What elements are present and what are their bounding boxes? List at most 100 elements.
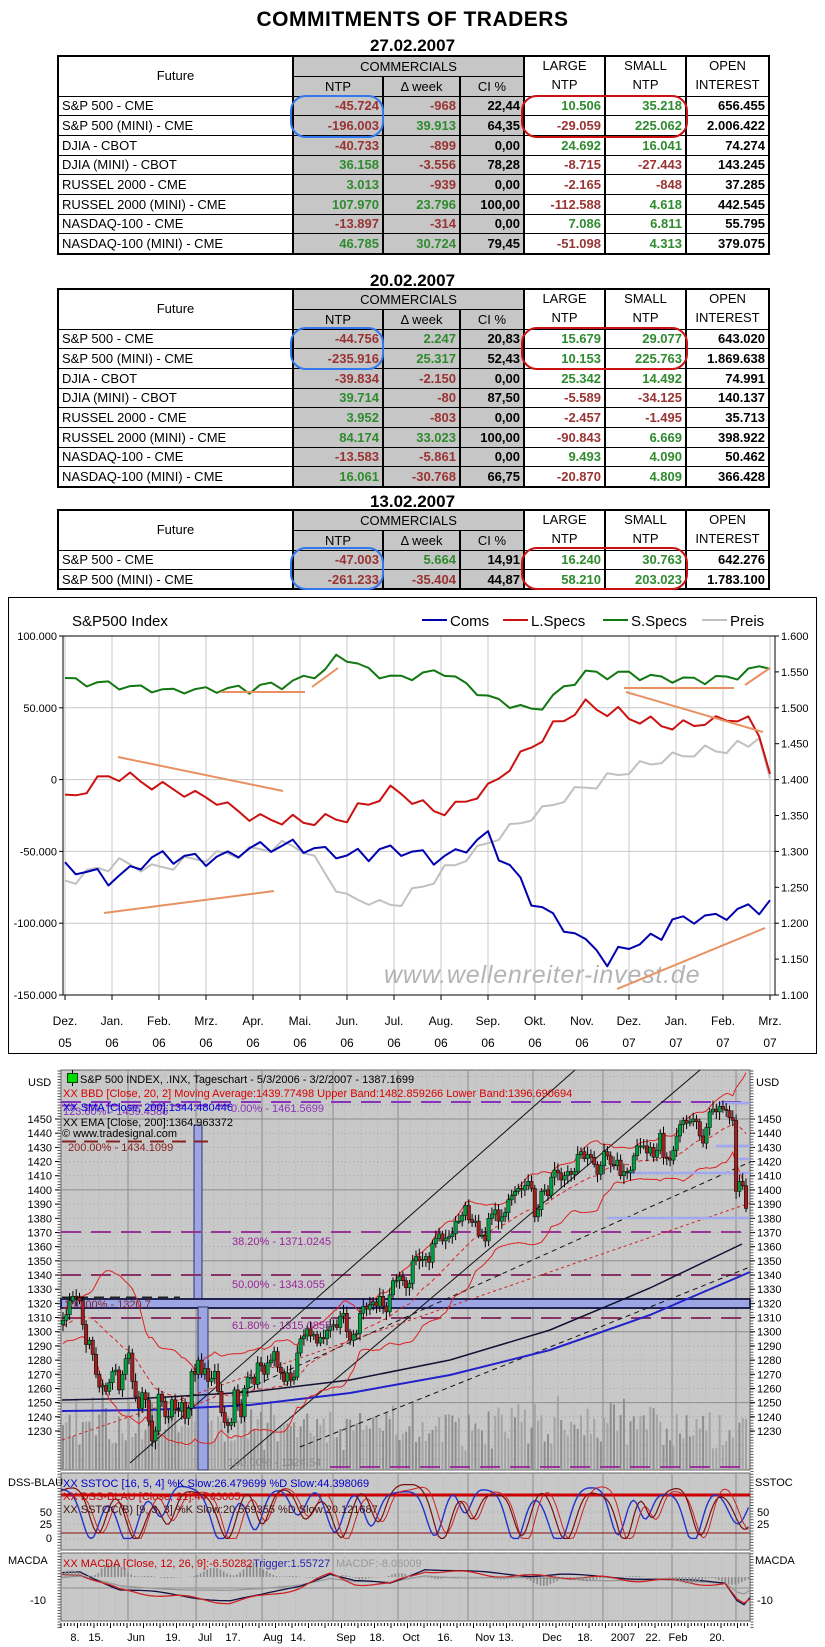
svg-text:1330: 1330: [28, 1284, 52, 1296]
svg-text:Feb.: Feb.: [711, 1014, 735, 1028]
svg-text:1.400: 1.400: [781, 775, 809, 787]
svg-text:Jan.: Jan.: [665, 1014, 688, 1028]
svg-text:Jul: Jul: [198, 1632, 212, 1644]
svg-text:Jun: Jun: [127, 1632, 145, 1644]
svg-text:1.300: 1.300: [781, 846, 809, 858]
svg-text:1450: 1450: [28, 1114, 52, 1126]
svg-text:Jul.: Jul.: [385, 1014, 404, 1028]
svg-text:1280: 1280: [757, 1355, 781, 1367]
svg-text:Feb: Feb: [669, 1632, 688, 1644]
svg-text:100.00% - 1320.7: 100.00% - 1320.7: [64, 1299, 151, 1311]
svg-text:XX SSTOC(B) [9, 3, 3] %K Slow:: XX SSTOC(B) [9, 3, 3] %K Slow:20.569355 …: [63, 1504, 378, 1516]
svg-text:18.: 18.: [369, 1632, 384, 1644]
svg-text:1280: 1280: [28, 1355, 52, 1367]
svg-text:Mai.: Mai.: [289, 1014, 312, 1028]
svg-text:Sep.: Sep.: [476, 1014, 501, 1028]
svg-text:1430: 1430: [757, 1142, 781, 1154]
svg-text:50.00% - 1343.055: 50.00% - 1343.055: [232, 1279, 325, 1291]
svg-text:-10: -10: [757, 1595, 773, 1607]
svg-text:XX SMA [Close, 200]:1344.48044: XX SMA [Close, 200]:1344.480446: [63, 1102, 233, 1114]
svg-text:Oct: Oct: [402, 1632, 419, 1644]
svg-text:Feb.: Feb.: [147, 1014, 171, 1028]
svg-text:Dec: Dec: [542, 1632, 562, 1644]
svg-text:1360: 1360: [757, 1242, 781, 1254]
svg-text:1320: 1320: [28, 1298, 52, 1310]
svg-text:0: 0: [46, 1533, 52, 1545]
svg-text:XX EMA [Close, 200]:1364.96337: XX EMA [Close, 200]:1364.963372: [63, 1117, 233, 1129]
svg-text:Jun.: Jun.: [336, 1014, 359, 1028]
svg-text:1250: 1250: [757, 1398, 781, 1410]
svg-text:06: 06: [340, 1036, 354, 1050]
svg-text:1340: 1340: [757, 1270, 781, 1282]
svg-text:1360: 1360: [28, 1242, 52, 1254]
svg-text:1.350: 1.350: [781, 811, 809, 823]
svg-text:06: 06: [481, 1036, 495, 1050]
svg-text:1.600: 1.600: [781, 631, 809, 643]
svg-text:06: 06: [434, 1036, 448, 1050]
svg-text:1230: 1230: [757, 1426, 781, 1438]
svg-text:1390: 1390: [28, 1199, 52, 1211]
svg-text:Nov.: Nov.: [570, 1014, 594, 1028]
svg-text:L.Specs: L.Specs: [531, 613, 585, 630]
svg-text:1350: 1350: [28, 1256, 52, 1268]
svg-text:06: 06: [387, 1036, 401, 1050]
svg-text:16.: 16.: [437, 1632, 452, 1644]
svg-text:Aug.: Aug.: [429, 1014, 454, 1028]
svg-text:1340: 1340: [28, 1270, 52, 1282]
svg-text:1310: 1310: [757, 1313, 781, 1325]
svg-text:13.: 13.: [498, 1632, 513, 1644]
svg-text:25: 25: [757, 1519, 769, 1531]
svg-text:06: 06: [246, 1036, 260, 1050]
svg-text:05: 05: [58, 1036, 72, 1050]
svg-text:1270: 1270: [757, 1369, 781, 1381]
svg-text:1450: 1450: [757, 1114, 781, 1126]
svg-text:1.200: 1.200: [781, 918, 809, 930]
svg-text:17.: 17.: [225, 1632, 240, 1644]
svg-text:-50.000: -50.000: [20, 846, 57, 858]
svg-text:200.00% - 1434.1099: 200.00% - 1434.1099: [68, 1142, 173, 1154]
svg-text:1370: 1370: [757, 1228, 781, 1240]
svg-text:1.450: 1.450: [781, 739, 809, 751]
svg-text:50.000: 50.000: [23, 703, 57, 715]
svg-text:06: 06: [199, 1036, 213, 1050]
svg-text:0.00% - 1461.5699: 0.00% - 1461.5699: [231, 1103, 324, 1115]
svg-text:20.: 20.: [709, 1632, 724, 1644]
svg-text:-100.000: -100.000: [14, 918, 57, 930]
svg-text:1390: 1390: [757, 1199, 781, 1211]
svg-text:1410: 1410: [28, 1171, 52, 1183]
svg-text:2007: 2007: [611, 1632, 635, 1644]
svg-text:06: 06: [575, 1036, 589, 1050]
svg-text:1440: 1440: [757, 1128, 781, 1140]
svg-text:1420: 1420: [757, 1157, 781, 1169]
svg-text:DSS-BLAU: DSS-BLAU: [8, 1477, 63, 1489]
svg-text:Mrz.: Mrz.: [194, 1014, 217, 1028]
svg-text:-10: -10: [30, 1595, 46, 1607]
svg-text:18.: 18.: [577, 1632, 592, 1644]
svg-text:1380: 1380: [757, 1213, 781, 1225]
svg-text:06: 06: [152, 1036, 166, 1050]
svg-text:1350: 1350: [757, 1256, 781, 1268]
svg-text:1.150: 1.150: [781, 954, 809, 966]
svg-text:1380: 1380: [28, 1213, 52, 1225]
svg-text:06: 06: [293, 1036, 307, 1050]
svg-text:MACDF:-8.06009: MACDF:-8.06009: [336, 1558, 422, 1570]
svg-text:22.: 22.: [645, 1632, 660, 1644]
svg-text:07: 07: [763, 1036, 777, 1050]
svg-text:1270: 1270: [28, 1369, 52, 1381]
svg-text:1400: 1400: [757, 1185, 781, 1197]
svg-text:19.: 19.: [165, 1632, 180, 1644]
svg-text:Dez.: Dez.: [617, 1014, 642, 1028]
svg-text:1330: 1330: [757, 1284, 781, 1296]
svg-text:1260: 1260: [757, 1384, 781, 1396]
svg-text:06: 06: [105, 1036, 119, 1050]
svg-text:0: 0: [51, 775, 57, 787]
svg-text:Trigger:1.55727: Trigger:1.55727: [253, 1558, 330, 1570]
svg-text:Coms: Coms: [450, 613, 489, 630]
svg-text:07: 07: [669, 1036, 683, 1050]
svg-text:Dez.: Dez.: [53, 1014, 78, 1028]
svg-text:07: 07: [716, 1036, 730, 1050]
svg-text:-150.000: -150.000: [14, 990, 57, 1002]
svg-text:1320: 1320: [757, 1298, 781, 1310]
svg-text:1310: 1310: [28, 1313, 52, 1325]
svg-text:Preis: Preis: [730, 613, 764, 630]
